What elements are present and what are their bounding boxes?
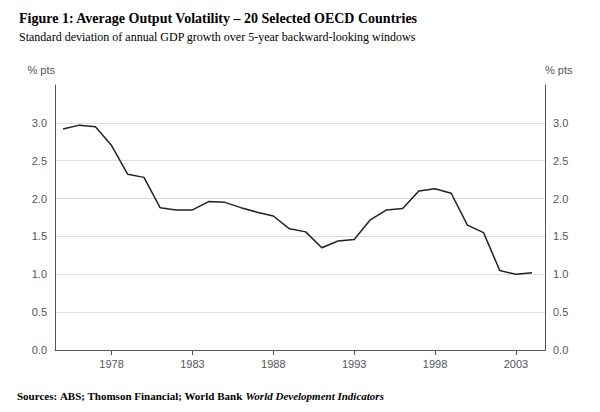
svg-text:1.0: 1.0 xyxy=(553,268,568,280)
svg-text:3.0: 3.0 xyxy=(553,117,568,129)
svg-text:1998: 1998 xyxy=(423,358,447,370)
svg-text:0.0: 0.0 xyxy=(32,344,47,356)
svg-text:3.0: 3.0 xyxy=(32,117,47,129)
svg-text:1.5: 1.5 xyxy=(553,230,568,242)
svg-text:Figure 1: Average Output Volat: Figure 1: Average Output Volatility – 20… xyxy=(19,11,418,26)
svg-text:0.0: 0.0 xyxy=(553,344,568,356)
svg-text:% pts: % pts xyxy=(545,64,573,76)
svg-text:0.5: 0.5 xyxy=(553,306,568,318)
svg-text:1993: 1993 xyxy=(342,358,366,370)
svg-text:2003: 2003 xyxy=(504,358,528,370)
svg-text:1978: 1978 xyxy=(99,358,123,370)
svg-text:2.0: 2.0 xyxy=(553,193,568,205)
svg-text:% pts: % pts xyxy=(27,64,55,76)
svg-text:1.0: 1.0 xyxy=(32,268,47,280)
svg-text:2.5: 2.5 xyxy=(32,155,47,167)
svg-text:1.5: 1.5 xyxy=(32,230,47,242)
svg-text:World Development Indicators: World Development Indicators xyxy=(245,390,384,402)
svg-text:1988: 1988 xyxy=(261,358,285,370)
svg-text:1983: 1983 xyxy=(180,358,204,370)
svg-text:2.0: 2.0 xyxy=(32,193,47,205)
svg-text:Standard deviation of annual G: Standard deviation of annual GDP growth … xyxy=(19,30,416,44)
svg-text:Sources:: Sources: xyxy=(17,390,57,402)
svg-text:2.5: 2.5 xyxy=(553,155,568,167)
svg-text:ABS; Thomson Financial; World: ABS; Thomson Financial; World Bank xyxy=(60,390,243,402)
svg-text:0.5: 0.5 xyxy=(32,306,47,318)
